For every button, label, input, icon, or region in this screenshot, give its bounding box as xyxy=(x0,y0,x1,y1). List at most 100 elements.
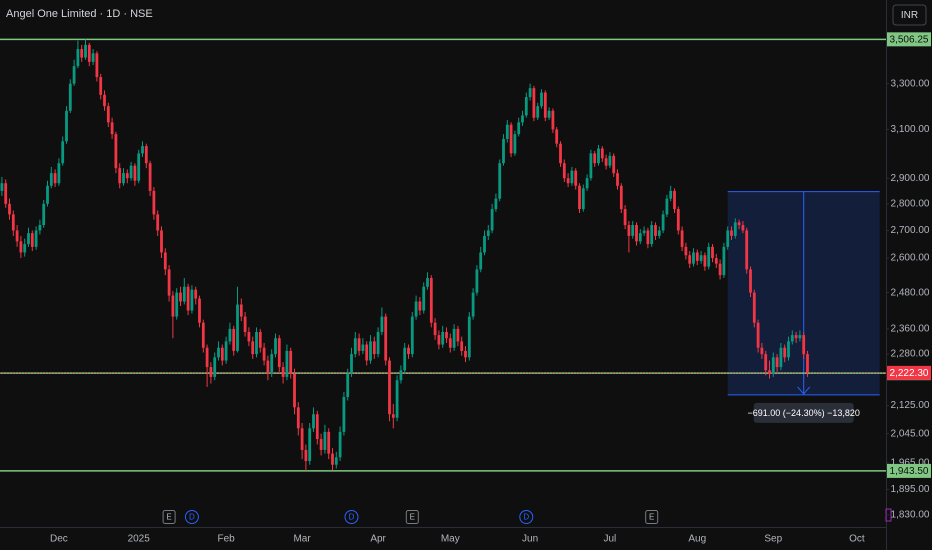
event-label: D xyxy=(349,513,355,522)
candle-body xyxy=(190,289,194,311)
candle-body xyxy=(236,304,239,351)
event-label: D xyxy=(523,513,529,522)
candle-body xyxy=(209,367,213,377)
candle-body xyxy=(566,178,570,184)
candle-body xyxy=(456,328,460,342)
candle-body xyxy=(312,414,315,429)
event-marker xyxy=(405,510,419,524)
candle-body xyxy=(369,341,372,361)
candle-body xyxy=(57,163,61,184)
y-tick-label: 2,280.00 xyxy=(891,349,930,360)
candle-body xyxy=(338,431,342,458)
candle-body xyxy=(300,428,304,450)
x-tick-label: Oct xyxy=(849,534,865,545)
candle-body xyxy=(790,335,794,342)
candle-body xyxy=(505,124,509,139)
candle-body xyxy=(528,88,532,98)
candle-body xyxy=(327,431,331,454)
candle-body xyxy=(99,77,103,95)
candle-body xyxy=(270,354,274,374)
candle-body xyxy=(331,453,334,465)
candle-body xyxy=(650,225,654,245)
y-tick-label: 1,895.00 xyxy=(891,484,930,495)
candle-body xyxy=(718,263,722,276)
candle-body xyxy=(707,246,711,267)
candle-body xyxy=(384,316,388,361)
candle-body xyxy=(752,292,756,323)
candle-body xyxy=(243,316,247,332)
candle-body xyxy=(49,173,53,186)
candle-body xyxy=(612,155,616,174)
candle-body xyxy=(661,214,665,231)
candle-body xyxy=(616,173,619,186)
candle-body xyxy=(395,380,399,418)
candle-body xyxy=(281,367,285,377)
x-tick-label: Dec xyxy=(50,534,68,545)
candle-body xyxy=(34,230,38,247)
candle-body xyxy=(448,338,452,348)
currency-button[interactable] xyxy=(892,4,927,26)
candle-body xyxy=(308,428,312,461)
candle-body xyxy=(513,134,517,154)
measure-label-box xyxy=(753,402,854,423)
candle-body xyxy=(711,246,714,259)
candle-body xyxy=(726,230,730,247)
candle-body xyxy=(673,190,676,210)
candle-body xyxy=(372,341,376,355)
candle-body xyxy=(589,153,593,179)
candle-body xyxy=(692,252,695,264)
candle-body xyxy=(342,397,346,432)
candle-body xyxy=(160,230,163,253)
currency-label[interactable]: INR xyxy=(901,10,918,21)
candle-body xyxy=(806,354,809,373)
candle-body xyxy=(361,344,365,351)
candle-body xyxy=(768,370,771,374)
candle-body xyxy=(741,225,745,231)
candle-body xyxy=(570,170,574,184)
candle-body xyxy=(745,230,749,270)
chart-title: Angel One Limited · 1D · NSE xyxy=(6,8,153,20)
candle-body xyxy=(676,209,680,231)
candle-body xyxy=(213,357,217,377)
x-tick-label: Apr xyxy=(370,534,386,545)
y-tick-label: 2,045.00 xyxy=(891,428,930,439)
candle-body xyxy=(787,341,790,358)
candle-body xyxy=(91,53,95,62)
candle-body xyxy=(23,244,27,253)
candle-body xyxy=(293,373,296,408)
event-label: E xyxy=(410,513,415,522)
candle-body xyxy=(547,110,551,118)
candle-body xyxy=(779,347,783,368)
candle-body xyxy=(53,173,57,184)
candle-body xyxy=(323,431,327,450)
candle-body xyxy=(304,449,308,461)
candle-body xyxy=(277,338,281,368)
candle-body xyxy=(84,44,87,58)
candle-body xyxy=(148,163,152,191)
event-marker xyxy=(344,510,359,524)
candle-body xyxy=(61,141,65,164)
candle-body xyxy=(0,183,4,191)
y-tick-label: 2,800.00 xyxy=(891,198,930,209)
y-tick-label: 3,100.00 xyxy=(891,124,930,135)
candle-body xyxy=(749,269,752,293)
candle-body xyxy=(578,185,581,210)
candle-body xyxy=(730,230,733,236)
candle-body xyxy=(255,331,258,355)
candle-body xyxy=(581,188,585,210)
candle-body xyxy=(555,129,559,144)
candle-body xyxy=(524,97,528,116)
candle-body xyxy=(350,354,353,374)
y-tick-label: 2,600.00 xyxy=(891,253,930,264)
candle-body xyxy=(118,168,122,184)
candle-body xyxy=(205,347,209,368)
candle-body xyxy=(346,373,350,398)
candle-body xyxy=(657,230,661,236)
candle-body xyxy=(201,322,205,348)
price-line-label-box xyxy=(887,32,931,47)
candle-body xyxy=(490,209,494,231)
candle-body xyxy=(296,407,300,429)
candle-body xyxy=(733,222,737,236)
candle-body xyxy=(703,255,707,267)
candle-body xyxy=(42,203,46,226)
